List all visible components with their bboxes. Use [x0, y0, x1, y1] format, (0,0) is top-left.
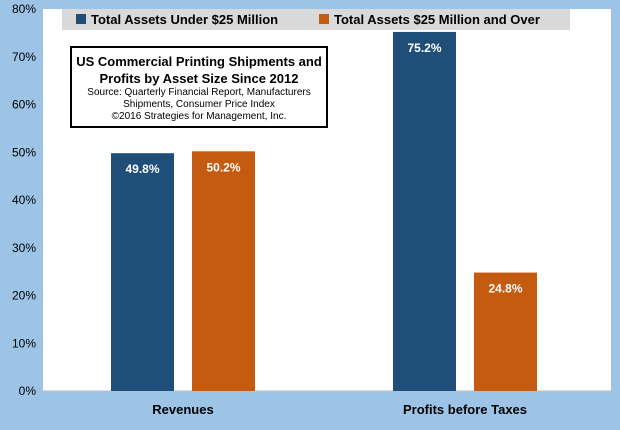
y-tick-label: 0%	[19, 384, 37, 398]
legend: Total Assets Under $25 Million Total Asse…	[62, 9, 570, 30]
bar	[393, 31, 456, 391]
bars: 49.8% 50.2% 75.2% 24.8%	[111, 31, 537, 391]
chart-subtitle-line-2: Shipments, Consumer Price Index	[123, 99, 275, 110]
category-label: Revenues	[152, 402, 213, 417]
chart-subtitle-line-1: Source: Quarterly Financial Report, Manu…	[87, 87, 311, 98]
y-tick-label: 30%	[12, 241, 36, 255]
chart-title-line-2: Profits by Asset Size Since 2012	[99, 71, 299, 86]
legend-swatch	[76, 14, 86, 24]
category-label: Profits before Taxes	[403, 402, 527, 417]
legend-swatch	[319, 14, 329, 24]
data-label: 49.8%	[125, 162, 159, 176]
bar	[111, 153, 174, 391]
legend-label: Total Assets Under $25 Million	[91, 12, 278, 27]
y-tick-label: 10%	[12, 336, 36, 350]
legend-label: Total Assets $25 Million and Over	[334, 12, 540, 27]
y-tick-label: 20%	[12, 289, 36, 303]
data-label: 50.2%	[206, 160, 240, 174]
y-axis: 0% 10% 20% 30% 40% 50% 60% 70% 80%	[12, 2, 36, 398]
y-tick-label: 70%	[12, 50, 36, 64]
legend-box	[62, 9, 570, 30]
bar	[192, 151, 255, 391]
y-tick-label: 60%	[12, 98, 36, 112]
x-axis: Revenues Profits before Taxes	[152, 402, 527, 417]
chart-subtitle-line-3: ©2016 Strategies for Management, Inc.	[111, 111, 287, 122]
y-tick-label: 40%	[12, 193, 36, 207]
data-label: 75.2%	[407, 41, 441, 55]
y-tick-label: 50%	[12, 145, 36, 159]
chart-title-line-1: US Commercial Printing Shipments and	[76, 54, 322, 69]
data-label: 24.8%	[488, 282, 522, 296]
bar	[474, 272, 537, 391]
chart-title-box: US Commercial Printing Shipments and Pro…	[70, 46, 328, 128]
y-tick-label: 80%	[12, 2, 36, 16]
